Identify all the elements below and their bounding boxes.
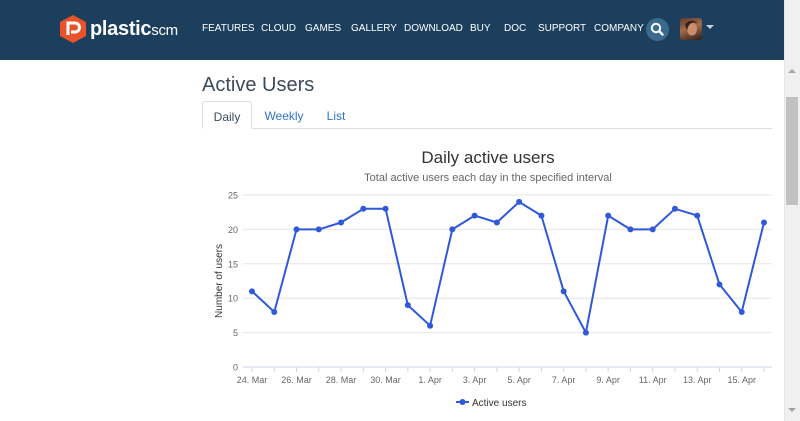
user-avatar[interactable] [680, 18, 702, 40]
x-tick-label: 15. Apr [727, 375, 756, 385]
chart-subtitle: Total active users each day in the speci… [364, 172, 612, 184]
y-tick-label: 20 [228, 225, 238, 235]
y-tick-label: 0 [233, 363, 238, 373]
user-photo-icon [685, 20, 698, 36]
data-point[interactable] [694, 212, 701, 219]
data-point[interactable] [716, 281, 723, 288]
legend-point-marker [459, 399, 466, 405]
nav-item-buy[interactable]: BUY [470, 23, 491, 34]
nav-item-features[interactable]: FEATURES [202, 23, 255, 34]
x-tick-label: 30. Mar [370, 375, 401, 385]
data-point[interactable] [271, 308, 278, 315]
brand-name-main: plastic [90, 17, 152, 40]
search-icon [650, 22, 664, 36]
x-tick-label: 11. Apr [639, 375, 667, 385]
x-tick-label: 13. Apr [683, 375, 712, 385]
data-point[interactable] [404, 302, 411, 309]
x-tick-label: 26. Mar [281, 375, 312, 385]
y-axis-label: Number of users [214, 244, 225, 318]
scroll-up-arrow-icon[interactable] [788, 68, 796, 74]
x-tick-label: 28. Mar [326, 375, 357, 385]
brand-name-suffix: scm [151, 21, 178, 39]
data-point[interactable] [516, 198, 523, 205]
vertical-scrollbar[interactable] [784, 0, 800, 421]
nav-item-download[interactable]: DOWNLOAD [404, 23, 463, 34]
tab-daily[interactable]: Daily [202, 101, 252, 129]
tab-weekly[interactable]: Weekly [264, 109, 304, 123]
page-title: Active Users [202, 74, 315, 96]
data-point[interactable] [649, 226, 656, 233]
data-point[interactable] [605, 212, 612, 219]
tabs-divider [202, 128, 772, 129]
brand-logo[interactable]: plasticscm [59, 14, 178, 44]
data-point[interactable] [671, 205, 678, 212]
y-tick-label: 25 [228, 191, 238, 201]
chart-title: Daily active users [421, 148, 554, 167]
nav-item-gallery[interactable]: GALLERY [351, 23, 397, 34]
data-point[interactable] [761, 219, 767, 226]
data-point[interactable] [293, 226, 300, 233]
data-point[interactable] [560, 288, 567, 295]
x-tick-label: 1. Apr [418, 375, 442, 385]
x-tick-label: 24. Mar [237, 375, 268, 385]
data-point[interactable] [338, 219, 345, 226]
tab-list[interactable]: List [326, 109, 346, 123]
scrollbar-thumb[interactable] [786, 97, 798, 205]
legend-item-active-users: Active users [472, 398, 526, 409]
data-point[interactable] [738, 308, 745, 315]
y-tick-label: 15 [228, 259, 238, 269]
x-tick-label: 9. Apr [596, 375, 620, 385]
data-point[interactable] [493, 219, 500, 226]
x-tick-label: 5. Apr [507, 375, 531, 385]
data-point[interactable] [382, 205, 389, 212]
scroll-down-arrow-icon[interactable] [788, 407, 796, 413]
y-tick-label: 10 [228, 294, 238, 304]
chart-svg: Daily active users Total active users ea… [214, 148, 772, 409]
series-layer [249, 198, 767, 336]
y-tick-label: 5 [233, 328, 238, 338]
nav-item-company[interactable]: COMPANY [594, 23, 644, 34]
data-point[interactable] [449, 226, 456, 233]
x-axis: 24. Mar 26. Mar 28. Mar 30. Mar 1. Apr 3. Apr… [237, 367, 765, 385]
chevron-down-icon[interactable] [706, 24, 714, 30]
data-point[interactable] [360, 205, 367, 212]
active-users-chart: Daily active users Total active users ea… [202, 130, 784, 421]
data-point[interactable] [582, 329, 589, 336]
brand-name: plasticscm [90, 18, 178, 41]
series-line-active-users [251, 200, 765, 334]
data-point[interactable] [538, 212, 545, 219]
top-navigation-bar: plasticscm FEATURES CLOUD GAMES GALLERY … [0, 0, 784, 60]
plasticscm-logo-icon [60, 15, 86, 43]
nav-item-games[interactable]: GAMES [305, 23, 342, 34]
nav-item-doc[interactable]: DOC [504, 23, 527, 34]
x-tick-label: 3. Apr [463, 375, 487, 385]
data-point[interactable] [427, 322, 434, 329]
nav-item-support[interactable]: SUPPORT [538, 23, 587, 34]
data-point[interactable] [315, 226, 322, 233]
chart-legend[interactable]: Active users [456, 398, 526, 409]
nav-item-cloud[interactable]: CLOUD [261, 23, 297, 34]
data-point[interactable] [471, 212, 478, 219]
x-tick-label: 7. Apr [552, 375, 576, 385]
grid-layer: 0 5 10 15 20 25 [228, 191, 772, 373]
data-point[interactable] [249, 288, 255, 295]
search-button[interactable] [646, 18, 669, 41]
data-point[interactable] [627, 226, 634, 233]
